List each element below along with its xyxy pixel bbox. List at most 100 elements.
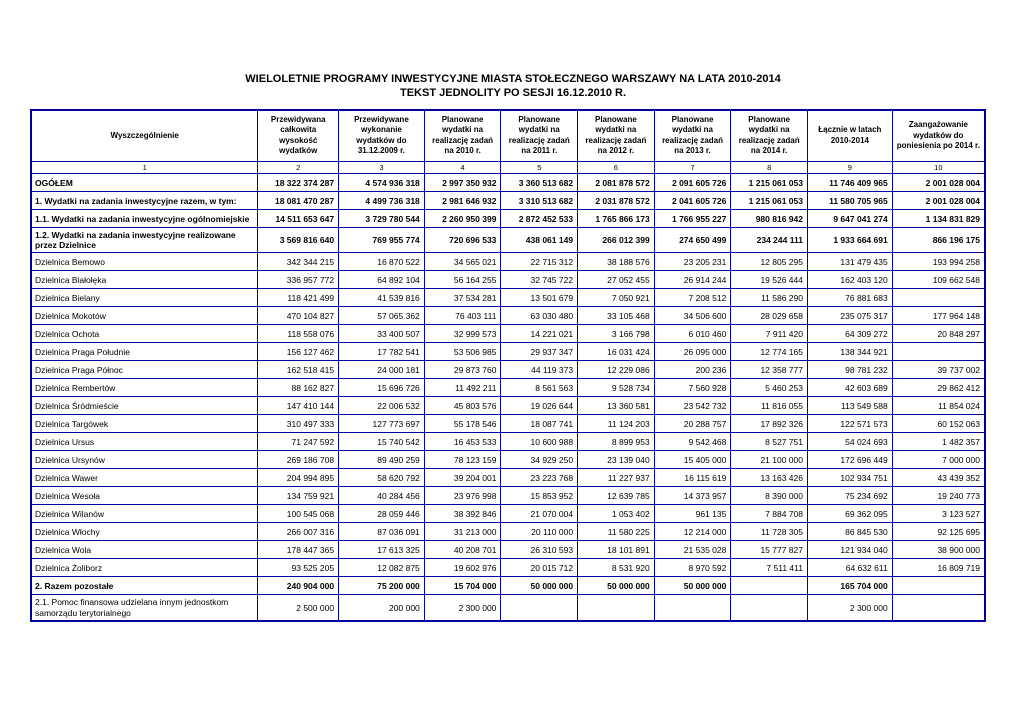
value-cell: 4 499 736 318: [338, 191, 425, 211]
value-cell: 12 639 785: [577, 486, 655, 506]
value-cell: 18 101 891: [577, 540, 655, 560]
column-number: 8: [730, 161, 808, 175]
value-cell: 75 200 000: [338, 576, 425, 596]
table-row: Dzielnica Żoliborz 93 525 205 12 082 875 19…: [30, 558, 986, 578]
value-cell: 23 223 768: [500, 468, 579, 488]
value-cell: 98 781 232: [806, 360, 893, 380]
value-cell: 2 872 452 533: [500, 209, 579, 229]
table-row: Dzielnica Wola 178 447 365 17 613 325 40 20…: [30, 540, 986, 560]
table-row: 1.2. Wydatki na zadania inwestycyjne rea…: [30, 227, 986, 254]
value-cell: 2 997 350 932: [423, 173, 502, 193]
value-cell: 2 260 950 399: [423, 209, 502, 229]
value-cell: 7 000 000: [891, 450, 986, 470]
value-cell: 11 580 705 965: [806, 191, 893, 211]
row-label: Dzielnica Żoliborz: [30, 558, 259, 578]
row-label: Dzielnica Wesoła: [30, 486, 259, 506]
value-cell: 50 000 000: [577, 576, 655, 596]
value-cell: 39 737 002: [891, 360, 986, 380]
value-cell: 9 542 468: [653, 432, 732, 452]
value-cell: 980 816 942: [730, 209, 808, 229]
value-cell: 12 214 000: [653, 522, 732, 542]
table-row: OGÓŁEM 18 322 374 287 4 574 936 318 2 997 3…: [30, 173, 986, 193]
column-number: 5: [500, 161, 579, 175]
value-cell: 200 236: [653, 360, 732, 380]
value-cell: 3 569 816 640: [257, 227, 340, 254]
value-cell: 16 115 619: [653, 468, 732, 488]
value-cell: 11 580 225: [577, 522, 655, 542]
value-cell: 1 765 866 173: [577, 209, 655, 229]
value-cell: 28 059 446: [338, 504, 425, 524]
row-label: 1.2. Wydatki na zadania inwestycyjne rea…: [30, 227, 259, 254]
value-cell: 156 127 462: [257, 342, 340, 362]
value-cell: 204 994 895: [257, 468, 340, 488]
value-cell: 71 247 592: [257, 432, 340, 452]
header-total-expenditure: Przewidywana całkowita wysokość wydatków: [257, 109, 340, 163]
value-cell: 961 135: [653, 504, 732, 524]
value-cell: 18 081 470 287: [257, 191, 340, 211]
column-number: 4: [423, 161, 502, 175]
column-number: 3: [338, 161, 425, 175]
value-cell: 15 405 000: [653, 450, 732, 470]
document-title: WIELOLETNIE PROGRAMY INWESTYCYJNE MIASTA…: [245, 73, 781, 85]
header-planned-2014: Planowane wydatki na realizację zadań na…: [730, 109, 808, 163]
value-cell: 162 518 415: [257, 360, 340, 380]
value-cell: 769 955 774: [338, 227, 425, 254]
value-cell: 3 123 527: [891, 504, 986, 524]
table-row: Dzielnica Ursus 71 247 592 15 740 542 16 45…: [30, 432, 986, 452]
value-cell: 3 166 798: [577, 324, 655, 344]
table-row: Dzielnica Wawer 204 994 895 58 620 792 39 2…: [30, 468, 986, 488]
value-cell: [653, 594, 732, 622]
value-cell: 720 696 533: [423, 227, 502, 254]
value-cell: 1 766 955 227: [653, 209, 732, 229]
column-number: 6: [577, 161, 655, 175]
value-cell: 7 511 411: [730, 558, 808, 578]
table-row: Dzielnica Rembertów 88 162 827 15 696 726 1…: [30, 378, 986, 398]
value-cell: 266 012 399: [577, 227, 655, 254]
header-after-2014: Zaangażowanie wydatków do poniesienia po…: [891, 109, 986, 163]
value-cell: 235 075 317: [806, 306, 893, 326]
row-label: Dzielnica Śródmieście: [30, 396, 259, 416]
value-cell: 12 229 086: [577, 360, 655, 380]
value-cell: 15 777 827: [730, 540, 808, 560]
column-number-row: 1 2 3 4 5 6 7 8 9 10: [30, 161, 986, 175]
row-label: Dzielnica Praga Południe: [30, 342, 259, 362]
value-cell: 109 662 548: [891, 270, 986, 290]
header-executed-2009: Przewidywane wykonanie wydatków do 31.12…: [338, 109, 425, 163]
value-cell: 11 854 024: [891, 396, 986, 416]
value-cell: 193 994 258: [891, 252, 986, 272]
value-cell: 2 500 000: [257, 594, 340, 622]
value-cell: 33 400 507: [338, 324, 425, 344]
value-cell: 29 873 760: [423, 360, 502, 380]
value-cell: 40 208 701: [423, 540, 502, 560]
value-cell: 38 900 000: [891, 540, 986, 560]
value-cell: 16 809 719: [891, 558, 986, 578]
value-cell: 102 934 751: [806, 468, 893, 488]
row-label: Dzielnica Praga Północ: [30, 360, 259, 380]
row-label: Dzielnica Targówek: [30, 414, 259, 434]
table-row: 1. Wydatki na zadania inwestycyjne razem…: [30, 191, 986, 211]
value-cell: 438 061 149: [500, 227, 579, 254]
value-cell: 54 024 693: [806, 432, 893, 452]
value-cell: 38 392 846: [423, 504, 502, 524]
value-cell: 32 999 573: [423, 324, 502, 344]
column-number: 1: [30, 161, 259, 175]
value-cell: 11 586 290: [730, 288, 808, 308]
value-cell: 5 460 253: [730, 378, 808, 398]
value-cell: 2 300 000: [806, 594, 893, 622]
value-cell: 43 439 352: [891, 468, 986, 488]
table-row: 1.1. Wydatki na zadania inwestycyjne ogó…: [30, 209, 986, 229]
row-label: Dzielnica Ursus: [30, 432, 259, 452]
row-label: 1. Wydatki na zadania inwestycyjne razem…: [30, 191, 259, 211]
header-planned-2012: Planowane wydatki na realizację zadań na…: [577, 109, 655, 163]
value-cell: 23 139 040: [577, 450, 655, 470]
value-cell: 274 650 499: [653, 227, 732, 254]
value-cell: 19 026 644: [500, 396, 579, 416]
table-row: Dzielnica Praga Południe 156 127 462 17 78…: [30, 342, 986, 362]
value-cell: [730, 594, 808, 622]
value-cell: 21 070 004: [500, 504, 579, 524]
value-cell: 53 506 985: [423, 342, 502, 362]
header-wyszczegolnienie: Wyszczególnienie: [30, 109, 259, 163]
value-cell: 162 403 120: [806, 270, 893, 290]
value-cell: 1 482 357: [891, 432, 986, 452]
value-cell: 16 870 522: [338, 252, 425, 272]
